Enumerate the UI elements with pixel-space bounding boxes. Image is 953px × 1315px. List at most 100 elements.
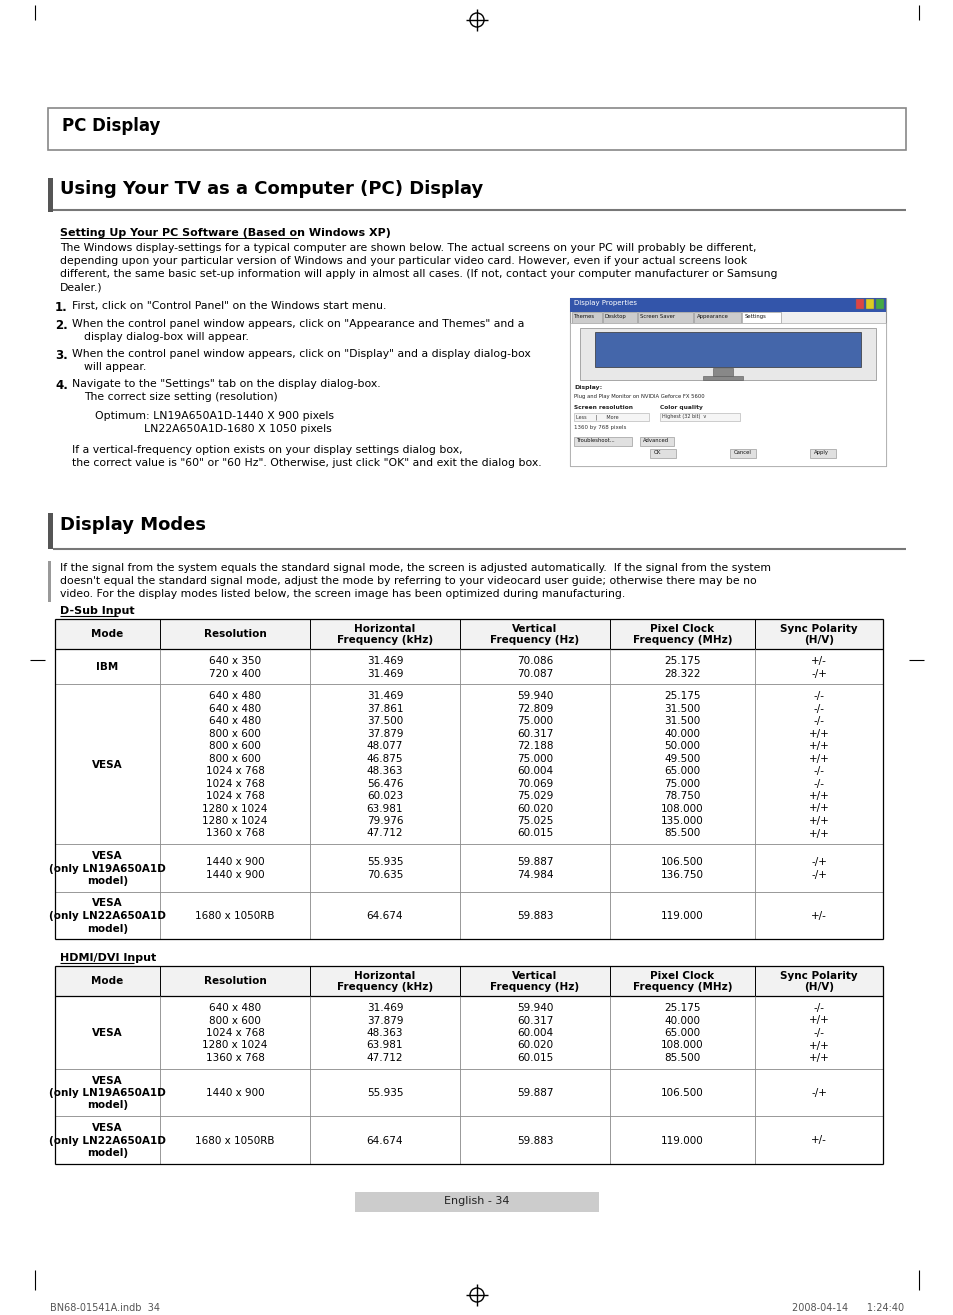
Bar [865, 299, 873, 309]
Text: -/-: -/- [813, 1003, 823, 1013]
Text: -/+: -/+ [810, 869, 826, 880]
Text: the correct value is "60" or "60 Hz". Otherwise, just click "OK" and exit the di: the correct value is "60" or "60 Hz". Ot… [71, 458, 541, 468]
Bar [55, 619, 882, 650]
Text: 640 x 480: 640 x 480 [209, 1003, 261, 1013]
Text: Less      |      More: Less | More [576, 414, 618, 419]
Text: 1360 x 768: 1360 x 768 [205, 828, 264, 839]
Text: +/+: +/+ [808, 1053, 828, 1063]
Bar [572, 312, 601, 323]
Bar [55, 995, 882, 1069]
Bar [649, 448, 676, 458]
Text: 1440 x 900: 1440 x 900 [206, 1088, 264, 1098]
Text: 60.020: 60.020 [517, 803, 553, 814]
Text: 37.879: 37.879 [366, 729, 403, 739]
Text: 65.000: 65.000 [663, 767, 700, 776]
Bar [855, 299, 863, 309]
Text: 31.469: 31.469 [366, 1003, 403, 1013]
Text: 72.809: 72.809 [517, 704, 553, 714]
Bar [602, 312, 637, 323]
Text: 108.000: 108.000 [660, 803, 703, 814]
Text: VESA: VESA [92, 1123, 123, 1134]
Bar [48, 178, 53, 212]
Text: Color quality: Color quality [659, 405, 702, 410]
Text: 70.635: 70.635 [366, 869, 403, 880]
Text: D-Sub Input: D-Sub Input [60, 606, 134, 615]
Text: 75.000: 75.000 [517, 753, 553, 764]
Bar [48, 513, 53, 548]
Text: 79.976: 79.976 [366, 817, 403, 826]
Text: Advanced: Advanced [642, 438, 668, 443]
Text: +/-: +/- [810, 1135, 826, 1145]
Text: 75.029: 75.029 [517, 792, 553, 801]
Text: model): model) [87, 1101, 128, 1110]
Text: 106.500: 106.500 [660, 1088, 703, 1098]
Text: Display:: Display: [574, 385, 601, 391]
Text: 65.000: 65.000 [663, 1028, 700, 1038]
Text: +/+: +/+ [808, 1040, 828, 1051]
Text: Vertical: Vertical [512, 625, 558, 634]
Text: +/+: +/+ [808, 1015, 828, 1026]
Text: 55.935: 55.935 [366, 857, 403, 868]
Text: 48.077: 48.077 [366, 740, 403, 751]
Bar [694, 312, 740, 323]
Text: VESA: VESA [92, 1076, 123, 1085]
Text: The Windows display-settings for a typical computer are shown below. The actual : The Windows display-settings for a typic… [60, 243, 756, 252]
Text: Sync Polarity: Sync Polarity [780, 625, 857, 634]
Text: Navigate to the "Settings" tab on the display dialog-box.: Navigate to the "Settings" tab on the di… [71, 379, 380, 389]
Text: 85.500: 85.500 [663, 828, 700, 839]
Text: Display Properties: Display Properties [574, 300, 637, 306]
Text: 56.476: 56.476 [366, 778, 403, 789]
Text: 31.469: 31.469 [366, 668, 403, 679]
Text: 37.879: 37.879 [366, 1015, 403, 1026]
Text: 640 x 480: 640 x 480 [209, 715, 261, 726]
Text: 31.469: 31.469 [366, 690, 403, 701]
Bar [659, 413, 740, 421]
Text: 64.674: 64.674 [366, 1135, 403, 1145]
Text: 1440 x 900: 1440 x 900 [206, 869, 264, 880]
Text: 106.500: 106.500 [660, 857, 703, 868]
Text: 800 x 600: 800 x 600 [209, 740, 261, 751]
Text: 1280 x 1024: 1280 x 1024 [202, 817, 268, 826]
Text: LN22A650A1D-1680 X 1050 pixels: LN22A650A1D-1680 X 1050 pixels [95, 423, 332, 434]
Text: Resolution: Resolution [203, 629, 266, 639]
Text: 50.000: 50.000 [664, 740, 700, 751]
Text: 37.861: 37.861 [366, 704, 403, 714]
Text: 63.981: 63.981 [366, 803, 403, 814]
Text: Apply: Apply [813, 450, 828, 455]
Text: 1280 x 1024: 1280 x 1024 [202, 803, 268, 814]
Bar [55, 684, 882, 844]
Text: VESA: VESA [92, 898, 123, 909]
Text: 1280 x 1024: 1280 x 1024 [202, 1040, 268, 1051]
Text: 640 x 350: 640 x 350 [209, 656, 261, 665]
Text: 70.086: 70.086 [517, 656, 553, 665]
Text: +/+: +/+ [808, 828, 828, 839]
Text: 59.887: 59.887 [517, 1088, 553, 1098]
Bar [579, 327, 875, 380]
Text: (only LN19A650A1D: (only LN19A650A1D [49, 1088, 166, 1098]
Text: 119.000: 119.000 [660, 1135, 703, 1145]
Text: 48.363: 48.363 [366, 1028, 403, 1038]
Text: 60.015: 60.015 [517, 828, 553, 839]
Text: 59.940: 59.940 [517, 690, 553, 701]
Text: Frequency (MHz): Frequency (MHz) [632, 635, 732, 644]
Bar [574, 437, 632, 446]
Text: Horizontal: Horizontal [354, 970, 416, 981]
Text: English - 34: English - 34 [444, 1195, 509, 1206]
Text: Display Modes: Display Modes [60, 515, 206, 534]
Text: 60.004: 60.004 [517, 1028, 553, 1038]
Text: Screen Saver: Screen Saver [639, 313, 675, 318]
Text: +/+: +/+ [808, 803, 828, 814]
Text: When the control panel window appears, click on "Display" and a display dialog-b: When the control panel window appears, c… [71, 348, 530, 359]
Text: Themes: Themes [574, 313, 595, 318]
Text: IBM: IBM [96, 663, 118, 672]
Text: 59.883: 59.883 [517, 911, 553, 920]
Text: 31.469: 31.469 [366, 656, 403, 665]
Text: 1440 x 900: 1440 x 900 [206, 857, 264, 868]
Text: Pixel Clock: Pixel Clock [650, 625, 714, 634]
Text: -/-: -/- [813, 690, 823, 701]
Text: 800 x 600: 800 x 600 [209, 1015, 261, 1026]
Text: 40.000: 40.000 [664, 729, 700, 739]
Text: model): model) [87, 1148, 128, 1159]
Text: 48.363: 48.363 [366, 767, 403, 776]
Text: 800 x 600: 800 x 600 [209, 753, 261, 764]
